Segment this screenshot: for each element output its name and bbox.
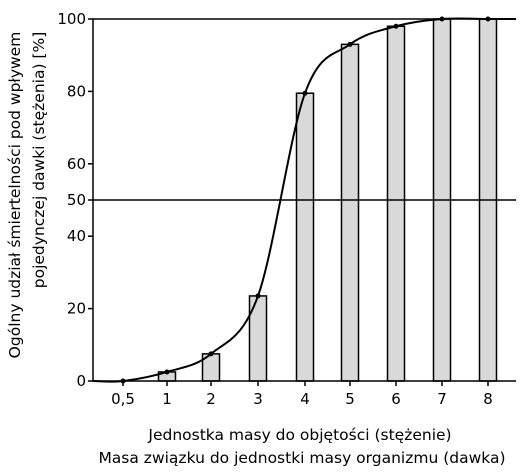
y-tick-label: 100 xyxy=(57,10,86,28)
curve-point-6 xyxy=(393,23,399,29)
x-tick-label: 8 xyxy=(483,390,493,408)
x-tick-label: 2 xyxy=(206,390,216,408)
y-tick-label: 50 xyxy=(67,191,86,209)
x-tick-label: 3 xyxy=(253,390,263,408)
x-tick-label: 5 xyxy=(345,390,355,408)
curve-point-5 xyxy=(347,41,353,47)
titles-layer: Jednostka masy do objętości (stężenie) Ma… xyxy=(6,32,506,467)
bar-6 xyxy=(386,25,406,382)
curve-point-1 xyxy=(164,369,170,375)
bar-5 xyxy=(340,43,360,382)
ticks-layer: 0 20 40 50 60 80 100 0,5 1 2 3 4 5 6 7 8 xyxy=(57,10,492,408)
y-tick-label: 0 xyxy=(76,372,86,390)
y-tick-label: 80 xyxy=(67,82,86,100)
x-axis-title-line-1: Jednostka masy do objętości (stężenie) xyxy=(147,426,451,444)
x-axis-title-line-2: Masa związku do jednostki masy organizmu… xyxy=(98,449,505,467)
x-tick-label: 0,5 xyxy=(111,390,135,408)
curve-point-4 xyxy=(302,90,308,96)
x-tick-label: 7 xyxy=(437,390,447,408)
y-tick-label: 60 xyxy=(67,155,86,173)
x-tick-label: 1 xyxy=(162,390,172,408)
curve-point-3 xyxy=(255,293,261,299)
y-tick-label: 20 xyxy=(67,300,86,318)
y-tick-label: 40 xyxy=(67,227,86,245)
x-tick-label: 6 xyxy=(391,390,401,408)
x-tick-label: 4 xyxy=(300,390,310,408)
bar-4 xyxy=(295,92,315,382)
y-axis-title-line-1: Ogólny udział śmiertelności pod wpływem xyxy=(6,32,24,359)
curve-point-2 xyxy=(208,351,214,357)
y-axis-title-line-2: pojedynczej dawki (stężenia) [%] xyxy=(30,32,48,288)
